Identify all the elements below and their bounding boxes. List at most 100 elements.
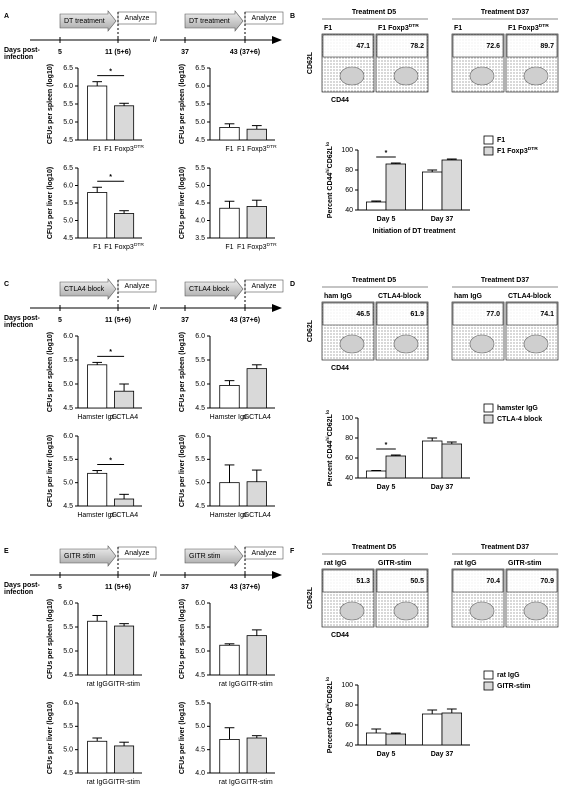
flow-sample-label: CTLA4-block — [508, 293, 551, 300]
bar — [421, 171, 443, 211]
timeline-day: 43 (37+6) — [230, 49, 260, 56]
analyze-label: Analyze — [252, 15, 277, 22]
analyze-label: Analyze — [252, 283, 277, 290]
significance: * — [385, 150, 388, 157]
y-tick-label: 5.0 — [195, 480, 205, 487]
y-tick-label: 6.0 — [63, 700, 73, 707]
bar — [219, 385, 240, 409]
bar — [87, 740, 108, 774]
treatment-arrow — [59, 278, 117, 300]
y-tick-label: 4.5 — [63, 770, 73, 777]
legend-swatch — [483, 681, 494, 691]
x-tick-label: F1 — [225, 244, 233, 251]
y-tick-label: 5.5 — [63, 101, 73, 108]
y-tick-label: 4.5 — [63, 235, 73, 242]
legend-swatch — [483, 135, 494, 145]
x-tick-label: F1 Foxp3DTR — [237, 144, 277, 153]
y-tick-label: 5.5 — [63, 723, 73, 730]
x-tick-label-part: DTR — [134, 242, 145, 248]
timeline-day: 37 — [181, 317, 189, 324]
flow-sample-label-part: DTR — [539, 23, 550, 29]
flow-gate — [452, 569, 504, 593]
bar — [385, 163, 407, 211]
y-axis-label-part: hi — [325, 436, 331, 441]
panel-letter: D — [290, 281, 295, 288]
legend-label: hamster IgG — [497, 405, 538, 412]
flow-gate — [376, 302, 428, 326]
x-tick-label: F1 Foxp3DTR — [237, 242, 277, 251]
flow-y-axis: CD62L — [307, 319, 314, 342]
flow-sample-label: F1 — [454, 25, 462, 32]
x-tick-label: F1 — [93, 146, 101, 153]
flow-percentage: 78.2 — [410, 43, 424, 50]
legend-label-part: DTR — [528, 146, 539, 152]
bar — [246, 368, 267, 409]
treatment-arrow — [59, 10, 117, 32]
timeline-break: // — [153, 305, 157, 312]
flow-gate — [322, 34, 374, 58]
y-tick-label: 5.5 — [63, 357, 73, 364]
bar — [246, 481, 267, 507]
y-axis-label-part: CD62L — [327, 145, 334, 168]
x-tick-label: α-CTLA4 — [110, 414, 138, 421]
flow-gate — [376, 34, 428, 58]
y-tick-label: 4.0 — [195, 217, 205, 224]
flow-population — [339, 601, 365, 621]
y-tick-label: 5.0 — [63, 747, 73, 754]
legend-label: F1 — [497, 137, 505, 144]
bar — [219, 127, 240, 141]
y-axis-label: CFUs per liver (log10) — [47, 167, 54, 239]
y-tick-label: 5.5 — [195, 101, 205, 108]
timeline-day: 37 — [181, 49, 189, 56]
x-tick-label-part: DTR — [267, 242, 278, 248]
flow-x-axis: CD44 — [331, 632, 349, 639]
flow-percentage: 74.1 — [540, 311, 554, 318]
x-tick-label: Day 5 — [377, 216, 396, 223]
flow-header: Treatment D37 — [481, 9, 529, 16]
y-tick-label: 60 — [345, 722, 353, 729]
y-tick-label: 5.5 — [195, 456, 205, 463]
bar — [246, 128, 267, 141]
bar — [87, 472, 108, 507]
bar — [219, 644, 240, 676]
flow-population — [523, 334, 549, 354]
y-tick-label: 4.5 — [195, 503, 205, 510]
flow-population — [469, 601, 495, 621]
y-tick-label: 6.0 — [63, 333, 73, 340]
treatment-arrow — [184, 278, 244, 300]
legend-label-part: F1 Foxp3 — [497, 148, 528, 155]
treatment-label: GITR stim — [64, 553, 96, 560]
days-label: infection — [4, 54, 33, 61]
timeline-arrowhead — [272, 571, 282, 579]
treatment-arrow — [184, 545, 244, 567]
x-tick-label: rat IgG — [219, 779, 240, 786]
y-tick-label: 4.5 — [195, 137, 205, 144]
flow-percentage: 50.5 — [410, 578, 424, 585]
legend-label: F1 Foxp3DTR — [497, 146, 538, 155]
bar — [87, 364, 108, 409]
flow-sample-label: rat IgG — [324, 560, 347, 567]
y-tick-label: 100 — [341, 682, 353, 689]
y-tick-label: 6.5 — [63, 165, 73, 172]
flow-gate — [376, 569, 428, 593]
bar — [385, 455, 407, 479]
treatment-arrow — [184, 10, 244, 32]
flow-gate — [506, 569, 558, 593]
x-tick-label: α-CTLA4 — [243, 414, 271, 421]
legend-swatch — [483, 670, 494, 680]
y-axis-label-part: CD62L — [327, 680, 334, 703]
y-tick-label: 5.0 — [195, 182, 205, 189]
x-tick-label: GITR-stim — [108, 779, 140, 786]
timeline-arrowhead — [272, 304, 282, 312]
flow-sample-label: CTLA4-block — [378, 293, 421, 300]
y-tick-label: 5.5 — [195, 700, 205, 707]
x-tick-label: Day 37 — [431, 751, 454, 758]
y-axis-label-part: lo — [325, 410, 331, 414]
y-axis-label: CFUs per liver (log10) — [47, 702, 54, 774]
y-axis-label-part: CD62L — [327, 413, 334, 436]
y-axis-label: CFUs per liver (log10) — [179, 167, 186, 239]
significance: * — [109, 349, 112, 356]
panel-letter: A — [4, 13, 9, 20]
treatment-arrow — [59, 545, 117, 567]
flow-population — [393, 601, 419, 621]
